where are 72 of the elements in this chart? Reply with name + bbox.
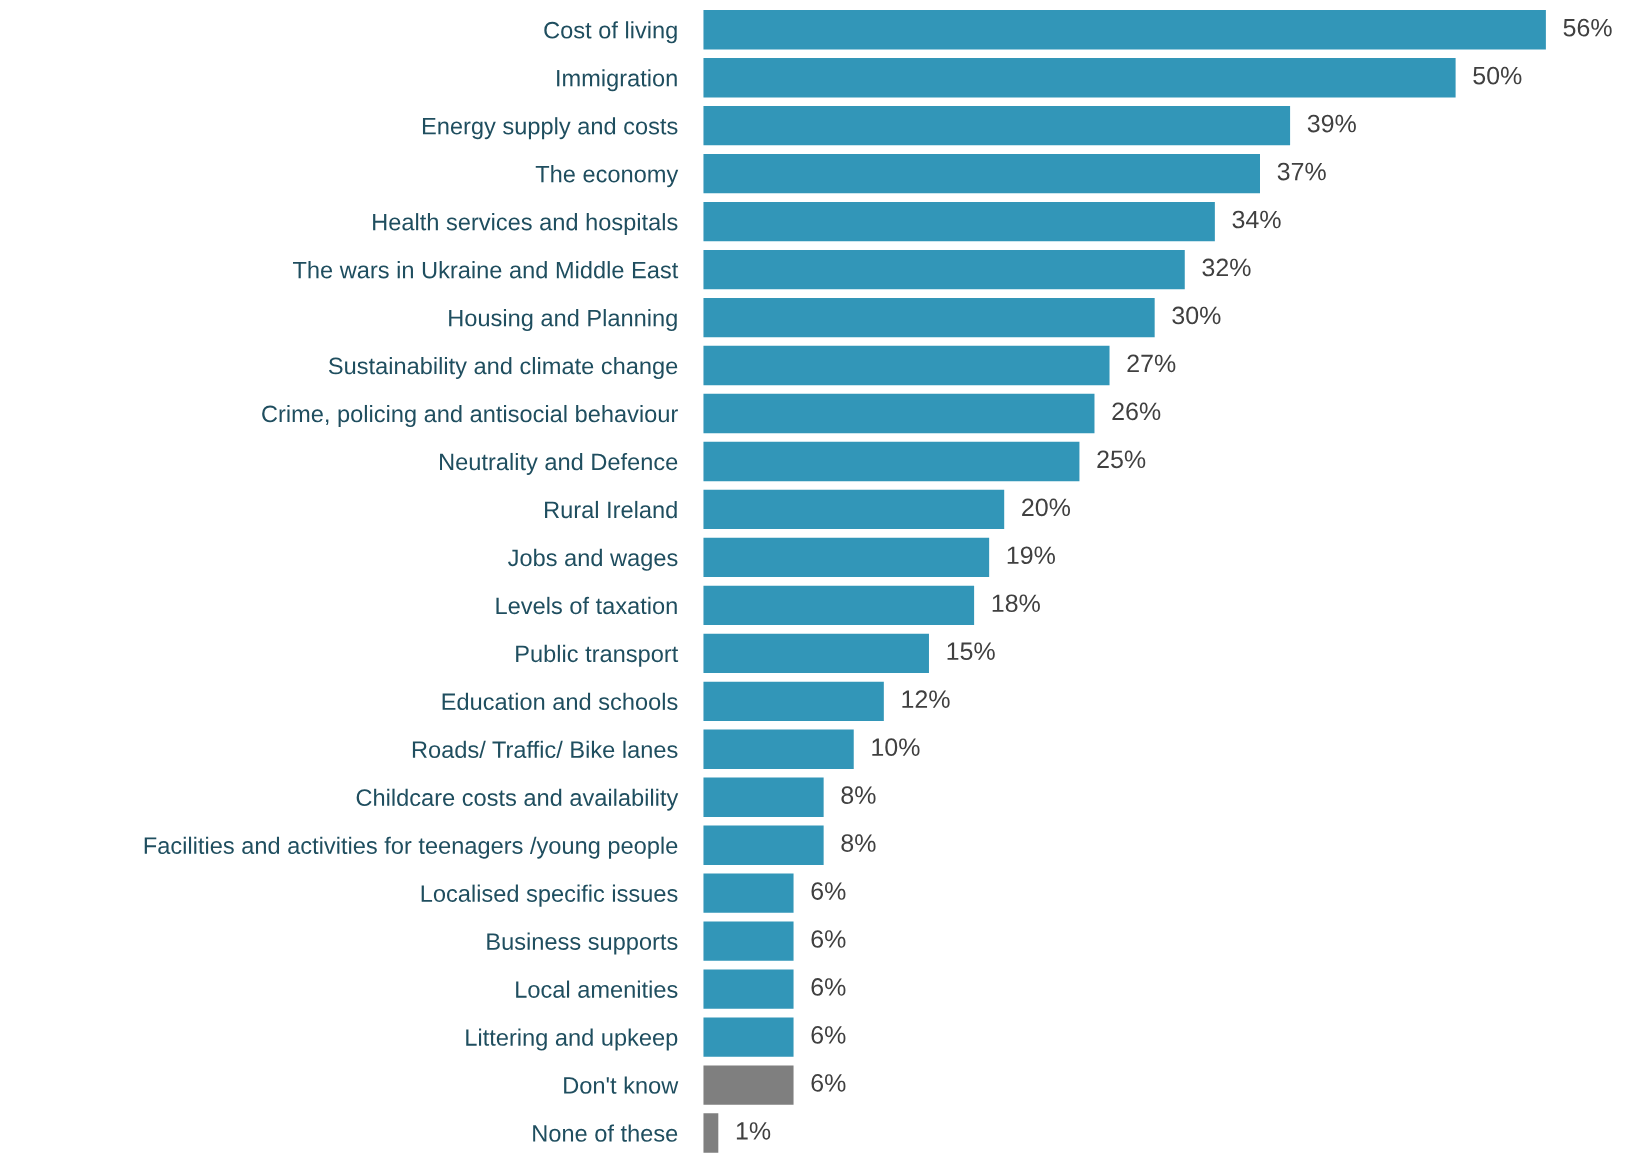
data-label: 32% <box>1202 258 1251 277</box>
bar <box>703 393 1095 434</box>
bar <box>703 345 1110 386</box>
bar <box>703 537 990 578</box>
y-tick-label: Energy supply and costs <box>422 117 678 140</box>
data-label: 34% <box>1232 210 1281 229</box>
bar <box>703 1017 794 1057</box>
bar <box>703 825 824 865</box>
bar <box>703 729 854 769</box>
data-label: 6% <box>811 978 846 996</box>
data-label: 10% <box>872 738 920 756</box>
bar <box>703 297 1155 338</box>
data-label: 8% <box>841 786 876 804</box>
data-label: 50% <box>1473 66 1522 85</box>
data-label: 1% <box>736 1122 771 1140</box>
data-label: 8% <box>841 834 876 852</box>
data-label: 19% <box>1007 546 1055 565</box>
bar <box>703 154 1260 194</box>
data-label: 39% <box>1307 114 1356 133</box>
data-label: 26% <box>1112 402 1161 421</box>
y-tick-label: Roads/ Traffic/ Bike lanes <box>412 740 678 759</box>
bar <box>703 777 824 817</box>
bar <box>703 1065 794 1105</box>
y-tick-label: Education and schools <box>442 692 678 711</box>
y-tick-label: Neutrality and Defence <box>440 452 678 475</box>
bar <box>703 201 1215 242</box>
y-tick-label: Crime, policing and antisocial behaviour <box>262 404 678 427</box>
data-label: 6% <box>811 1074 846 1092</box>
bar <box>703 249 1185 290</box>
data-label: 18% <box>992 594 1040 613</box>
data-label: 27% <box>1127 354 1176 373</box>
y-tick-label: Sustainability and climate change <box>328 356 678 379</box>
bar <box>703 10 1546 50</box>
y-tick-label: Public transport <box>516 644 679 667</box>
bar <box>703 681 884 721</box>
y-tick-label: Littering and upkeep <box>466 1028 678 1051</box>
y-tick-label: Rural Ireland <box>545 500 677 519</box>
bar <box>703 873 794 913</box>
y-tick-label: Facilities and activities for teenagers /young people <box>144 836 678 859</box>
data-label: 12% <box>902 690 950 708</box>
bar <box>703 969 794 1009</box>
bar <box>703 58 1456 98</box>
bar <box>703 441 1080 482</box>
data-label: 20% <box>1022 498 1071 517</box>
data-label: 56% <box>1563 18 1612 37</box>
y-tick-label: Cost of living <box>544 21 677 44</box>
bar <box>703 585 975 626</box>
y-tick-label: Health services and hospitals <box>373 213 678 236</box>
bar <box>703 489 1005 530</box>
bar <box>703 633 929 674</box>
bar <box>703 921 794 961</box>
y-tick-label: Jobs and wages <box>508 548 678 571</box>
y-tick-label: The wars in Ukraine and Middle East <box>293 261 679 279</box>
y-tick-label: Housing and Planning <box>449 309 677 332</box>
y-tick-label: Levels of taxation <box>496 596 677 615</box>
y-tick-label: None of these <box>533 1124 678 1142</box>
y-tick-label: Immigration <box>557 69 677 92</box>
y-tick-label: Local amenities <box>516 980 678 998</box>
data-label: 25% <box>1097 450 1146 469</box>
data-label: 37% <box>1277 162 1326 181</box>
y-tick-label: Localised specific issues <box>421 884 678 907</box>
y-tick-label: The economy <box>535 165 679 188</box>
y-tick-label: Business supports <box>487 932 678 955</box>
data-label: 30% <box>1172 306 1221 325</box>
data-label: 6% <box>811 930 846 948</box>
data-label: 6% <box>811 882 846 900</box>
data-label: 6% <box>811 1026 846 1044</box>
y-tick-label: Don't know <box>564 1076 679 1094</box>
data-label: 15% <box>947 642 995 661</box>
bar <box>703 106 1291 146</box>
bar <box>703 1113 719 1153</box>
y-tick-label: Childcare costs and availability <box>356 788 679 811</box>
